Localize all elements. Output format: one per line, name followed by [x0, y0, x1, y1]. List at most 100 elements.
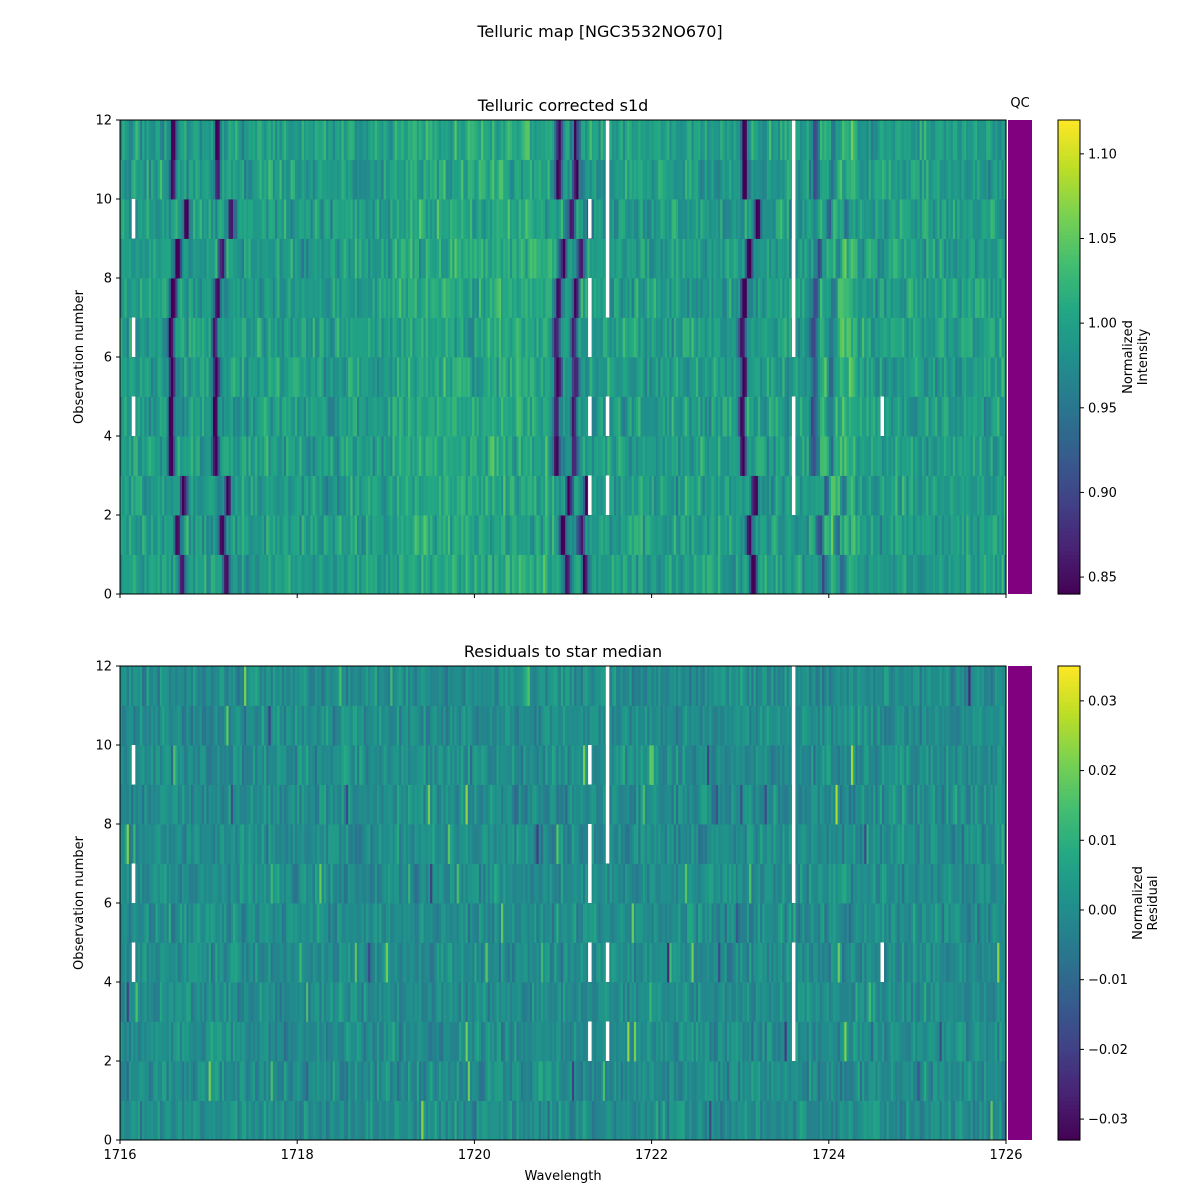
heatmap-cell: [144, 357, 148, 397]
heatmap-cell: [554, 159, 557, 200]
heatmap-cell: [547, 199, 551, 239]
masked-gap: [791, 199, 796, 239]
heatmap-cell: [128, 278, 132, 318]
heatmap-cell: [855, 120, 859, 160]
heatmap-cell: [492, 278, 495, 318]
heatmap-cell: [312, 357, 316, 397]
heatmap-cell: [549, 120, 553, 160]
heatmap-cell: [328, 159, 332, 200]
heatmap-cell: [337, 554, 340, 595]
heatmap-cell: [955, 199, 958, 239]
heatmap-cell: [651, 357, 655, 397]
heatmap-cell: [268, 436, 272, 476]
heatmap-cell: [401, 238, 405, 279]
heatmap-cell: [926, 396, 930, 437]
heatmap-cell: [602, 475, 606, 516]
heatmap-cell: [591, 554, 595, 595]
heatmap-cell: [357, 554, 360, 595]
heatmap-cell: [642, 357, 646, 397]
heatmap-cell: [855, 515, 859, 555]
heatmap-cell: [722, 317, 726, 358]
heatmap-cell: [217, 554, 221, 595]
heatmap-cell: [857, 554, 861, 595]
heatmap-cell: [137, 554, 141, 595]
heatmap-cell: [407, 357, 411, 397]
heatmap-cell: [766, 238, 770, 279]
heatmap-cell: [644, 554, 648, 595]
heatmap-cell: [713, 317, 717, 358]
heatmap-cell: [310, 278, 314, 318]
heatmap-cell: [372, 278, 376, 318]
heatmap-cell: [640, 436, 644, 476]
heatmap-cell: [399, 436, 402, 476]
heatmap-cell: [173, 436, 176, 476]
heatmap-cell: [281, 199, 285, 239]
heatmap-cell: [963, 475, 967, 516]
heatmap-cell: [702, 554, 706, 595]
heatmap-cell: [297, 159, 301, 200]
masked-gap: [791, 238, 796, 278]
heatmap-cell: [461, 120, 464, 160]
heatmap-cell: [853, 436, 856, 476]
heatmap-cell: [531, 278, 535, 318]
heatmap-cell: [919, 515, 923, 555]
heatmap-cell: [514, 515, 518, 555]
heatmap-cell: [434, 515, 438, 555]
heatmap-cell: [806, 396, 810, 437]
heatmap-cell: [516, 515, 520, 555]
heatmap-cell: [689, 120, 693, 160]
heatmap-cell: [939, 475, 943, 516]
heatmap-cell: [224, 317, 227, 358]
heatmap-cell: [828, 317, 832, 358]
heatmap-cell: [288, 278, 292, 318]
heatmap-cell: [332, 278, 336, 318]
heatmap-cell: [122, 317, 126, 358]
heatmap-cell: [197, 554, 201, 595]
heatmap-cell: [155, 159, 159, 200]
heatmap-cell: [941, 317, 945, 358]
heatmap-cell: [343, 475, 347, 516]
heatmap-cell: [545, 317, 549, 358]
heatmap-cell: [334, 357, 338, 397]
heatmap-cell: [523, 515, 526, 555]
heatmap-cell: [445, 436, 449, 476]
colorbar-segment: [1058, 278, 1080, 283]
heatmap-cell: [740, 199, 744, 239]
heatmap-cell: [870, 238, 874, 279]
heatmap-cell: [769, 475, 772, 516]
heatmap-cell: [675, 238, 679, 279]
heatmap-cell: [312, 278, 316, 318]
heatmap-cell: [979, 317, 983, 358]
heatmap-cell: [859, 515, 863, 555]
heatmap-cell: [314, 357, 318, 397]
heatmap-cell: [208, 475, 212, 516]
heatmap-cell: [516, 436, 520, 476]
colorbar-segment: [1058, 463, 1080, 469]
colorbar-segment: [1058, 451, 1080, 457]
heatmap-cell: [352, 120, 356, 160]
heatmap-cell: [164, 515, 168, 555]
heatmap-cell: [339, 396, 343, 437]
colorbar-segment: [1058, 368, 1080, 374]
heatmap-cell: [587, 357, 591, 397]
heatmap-cell: [722, 238, 726, 279]
heatmap-cell: [224, 357, 227, 397]
heatmap-cell: [618, 278, 622, 318]
heatmap-cell: [465, 317, 469, 358]
heatmap-cell: [392, 554, 396, 595]
heatmap-cell: [724, 357, 728, 397]
heatmap-cell: [941, 238, 945, 279]
heatmap-cell: [543, 475, 546, 516]
heatmap-cell: [170, 278, 174, 318]
heatmap-cell: [611, 554, 615, 595]
heatmap-cell: [644, 120, 648, 160]
heatmap-cell: [520, 159, 524, 200]
heatmap-cell: [656, 238, 659, 279]
heatmap-cell: [215, 554, 219, 595]
heatmap-cell: [981, 475, 985, 516]
colorbar-segment: [1058, 495, 1080, 500]
heatmap-cell: [317, 159, 320, 200]
heatmap-cell: [873, 396, 876, 437]
heatmap-cell: [379, 199, 382, 239]
heatmap-cell: [893, 357, 896, 397]
